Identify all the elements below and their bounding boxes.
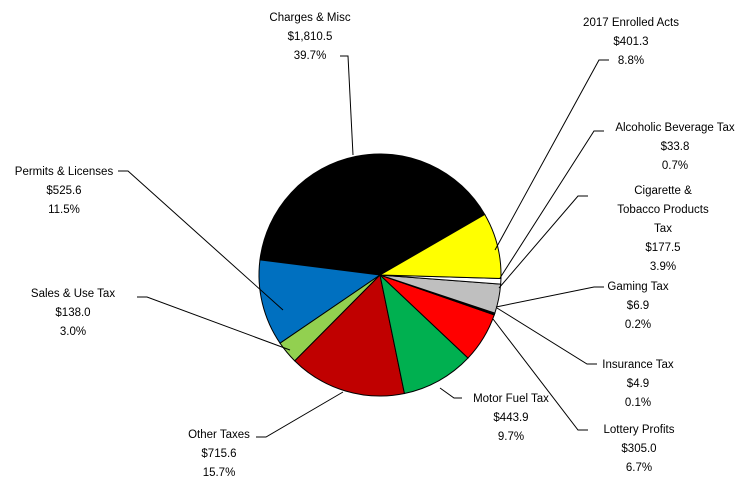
pie-slice-permits-licenses: [258, 259, 382, 344]
slice-label-name: Cigarette &: [634, 185, 692, 197]
slice-label: Lottery Profits $305.0 6.7%: [604, 424, 675, 474]
leader-line: [439, 387, 462, 399]
slice-label-value: $305.0: [621, 443, 656, 455]
slice-label-name: 2017 Enrolled Acts: [583, 17, 679, 29]
pie-slice-other-taxes: [294, 273, 406, 397]
slice-label-percent: 15.7%: [203, 467, 236, 478]
slice-label: Alcoholic Beverage Tax $33.8 0.7%: [615, 122, 735, 172]
slice-label-value: $401.3: [613, 36, 648, 48]
slice-label-value: $177.5: [645, 242, 680, 254]
leader-line: [340, 55, 354, 156]
slice-label-percent: 8.8%: [618, 55, 644, 67]
slice-label-percent: 0.1%: [625, 397, 651, 409]
leader-line: [118, 170, 284, 311]
slice-label: Permits & Licenses $525.6 11.5%: [15, 166, 114, 216]
slice-labels: Charges & Misc $1,810.5 39.7% Permits & Lic…: [15, 12, 735, 478]
slice-label-value: $715.6: [201, 448, 236, 460]
slice-label: Charges & Misc $1,810.5 39.7%: [269, 12, 350, 62]
slice-label-name: Charges & Misc: [269, 12, 350, 24]
slice-label-value: $33.8: [661, 141, 690, 153]
slice-label-name: Permits & Licenses: [15, 166, 114, 178]
slice-label-name: Lottery Profits: [604, 424, 675, 436]
pie-slices: [258, 153, 502, 397]
pie-slice-motor-fuel-tax: [379, 273, 469, 395]
slice-label-value: $525.6: [46, 185, 81, 197]
slice-label-value: $4.9: [627, 378, 649, 390]
slice-label: 2017 Enrolled Acts $401.3 8.8%: [583, 17, 679, 67]
slice-label-percent: 3.9%: [650, 261, 676, 273]
slice-label-percent: 9.7%: [498, 431, 524, 443]
slice-label: Other Taxes $715.6 15.7%: [188, 429, 250, 478]
slice-label-name: Alcoholic Beverage Tax: [615, 122, 735, 134]
slice-label-percent: 0.2%: [625, 319, 651, 331]
leader-line: [499, 130, 604, 279]
slice-label-percent: 39.7%: [294, 50, 327, 62]
leader-line: [494, 59, 609, 251]
slice-label-name: Sales & Use Tax: [31, 288, 115, 300]
slice-label-percent: 11.5%: [48, 204, 80, 216]
slice-label-name: Gaming Tax: [607, 281, 668, 293]
slice-label: Gaming Tax $6.9 0.2%: [607, 281, 668, 331]
leader-line: [256, 391, 344, 438]
slice-label-value: $1,810.5: [288, 31, 333, 43]
pie-slice-charges-misc: [259, 153, 486, 276]
slice-label-percent: 0.7%: [662, 160, 688, 172]
slice-label: Motor Fuel Tax $443.9 9.7%: [473, 393, 549, 443]
slice-label-value: $138.0: [55, 307, 90, 319]
leader-lines: [118, 55, 609, 438]
slice-label-value: $6.9: [627, 300, 649, 312]
slice-label: Cigarette & Tobacco Products Tax $177.5 3.9%: [617, 185, 709, 273]
leader-line: [495, 286, 604, 308]
slice-label-name: Tax: [654, 223, 672, 235]
slice-label-name: Insurance Tax: [602, 359, 674, 371]
slice-label-name: Motor Fuel Tax: [473, 393, 549, 405]
slice-label: Insurance Tax $4.9 0.1%: [602, 359, 674, 409]
leader-line: [137, 296, 291, 351]
slice-label-name: Other Taxes: [188, 429, 250, 441]
slice-label-name: Tobacco Products: [617, 204, 709, 216]
slice-label: Sales & Use Tax $138.0 3.0%: [31, 288, 115, 338]
leader-line: [496, 307, 597, 365]
slice-label-value: $443.9: [493, 412, 528, 424]
leader-line: [498, 195, 588, 289]
leader-line: [492, 318, 588, 431]
slice-label-percent: 6.7%: [626, 462, 652, 474]
slice-label-percent: 3.0%: [60, 326, 86, 338]
